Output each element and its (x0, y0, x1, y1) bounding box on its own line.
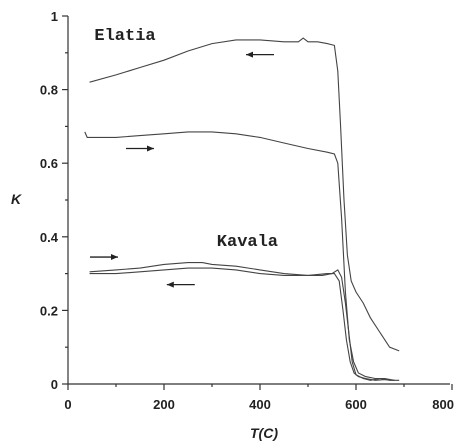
series-line-3 (89, 262, 400, 381)
y-tick-label: 0.2 (40, 303, 58, 318)
y-tick-label: 0.4 (40, 230, 59, 245)
series-line-1 (89, 37, 400, 352)
annotation-label: Elatia (94, 27, 155, 46)
ticks: 0 0.2 0.4 0.6 0.8 1 0 200 400 600 800 (40, 9, 454, 412)
arrow-right-icon (126, 145, 154, 152)
y-tick-label: 0 (51, 377, 58, 392)
series-line-2 (84, 131, 395, 381)
annotations-layer: Elatia Kavala (94, 27, 278, 252)
y-tick-label: 1 (51, 9, 58, 24)
arrow-right-icon (90, 254, 118, 261)
series-line-4 (89, 267, 395, 381)
x-tick-label: 800 (432, 397, 454, 412)
y-tick-label: 0.8 (40, 83, 58, 98)
y-axis-title: K (11, 191, 22, 207)
x-axis-title: T(C) (250, 425, 278, 441)
axes (67, 16, 450, 385)
x-tick-label: 0 (64, 397, 71, 412)
arrows-layer (90, 51, 274, 288)
x-tick-label: 200 (153, 397, 175, 412)
x-tick-label: 600 (345, 397, 367, 412)
y-tick-label: 0.6 (40, 156, 58, 171)
arrow-left-icon (166, 281, 195, 288)
x-tick-label: 400 (249, 397, 271, 412)
annotation-label: Kavala (217, 233, 278, 252)
arrow-left-icon (246, 51, 274, 58)
series-layer (84, 37, 400, 381)
